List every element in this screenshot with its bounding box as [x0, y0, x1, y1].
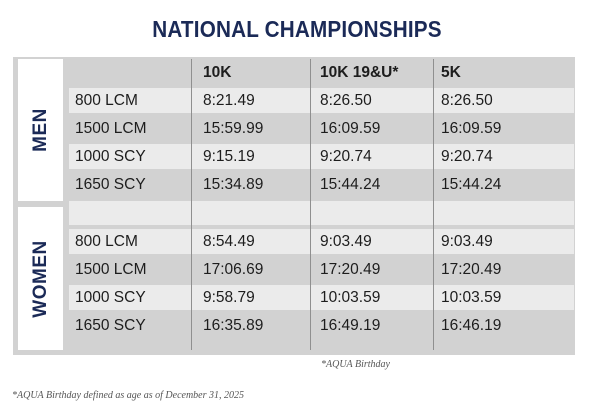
column-header-10k-19u: 10K 19&U*: [320, 63, 399, 81]
spacer-row: [69, 201, 574, 225]
time-cell: 16:35.89: [203, 316, 264, 334]
time-cell: 9:58.79: [203, 288, 255, 306]
time-cell: 17:06.69: [203, 260, 264, 278]
time-cell: 16:49.19: [320, 316, 381, 334]
time-cell: 9:20.74: [441, 147, 493, 165]
time-cell: 17:20.49: [441, 260, 502, 278]
time-cell: 8:26.50: [441, 91, 493, 109]
time-cell: 10:03.59: [441, 288, 502, 306]
time-cell: 16:09.59: [441, 119, 502, 137]
men-section-label: MEN: [18, 59, 63, 201]
table-row: 800 LCM 8:54.49 9:03.49 9:03.49: [69, 229, 574, 254]
table-row: 1650 SCY 15:34.89 15:44.24 15:44.24: [69, 172, 574, 197]
footnote-marker: *AQUA Birthday: [321, 359, 390, 370]
time-cell: 8:54.49: [203, 232, 255, 250]
table-row: 1650 SCY 16:35.89 16:49.19 16:46.19: [69, 313, 574, 338]
women-label: WOMEN: [29, 239, 51, 318]
women-section-label: WOMEN: [18, 207, 63, 350]
time-cell: 9:03.49: [441, 232, 493, 250]
time-cell: 16:46.19: [441, 316, 502, 334]
event-cell: 1500 LCM: [75, 260, 147, 278]
event-cell: 1000 SCY: [75, 288, 146, 306]
footnote: *AQUA Birthday defined as age as of Dece…: [12, 390, 244, 401]
event-cell: 800 LCM: [75, 91, 138, 109]
table-row: 1500 LCM 15:59.99 16:09.59 16:09.59: [69, 116, 574, 141]
time-cell: 8:26.50: [320, 91, 372, 109]
time-cell: 15:34.89: [203, 175, 264, 193]
event-cell: 1500 LCM: [75, 119, 147, 137]
table-row: 1000 SCY 9:15.19 9:20.74 9:20.74: [69, 144, 574, 169]
men-label: MEN: [29, 108, 51, 152]
column-divider: [433, 59, 434, 350]
time-cell: 17:20.49: [320, 260, 381, 278]
time-cell: 10:03.59: [320, 288, 381, 306]
time-cell: 15:44.24: [441, 175, 502, 193]
column-divider: [310, 59, 311, 350]
column-divider: [191, 59, 192, 350]
column-header-5k: 5K: [441, 63, 461, 81]
table-row: 800 LCM 8:21.49 8:26.50 8:26.50: [69, 88, 574, 113]
table-row: 1500 LCM 17:06.69 17:20.49 17:20.49: [69, 257, 574, 282]
page-title: NATIONAL CHAMPIONSHIPS: [152, 16, 442, 42]
event-cell: 1650 SCY: [75, 175, 146, 193]
time-cell: 9:03.49: [320, 232, 372, 250]
time-cell: 8:21.49: [203, 91, 255, 109]
column-header-10k: 10K: [203, 63, 232, 81]
time-cell: 16:09.59: [320, 119, 381, 137]
event-cell: 1650 SCY: [75, 316, 146, 334]
table-row: 1000 SCY 9:58.79 10:03.59 10:03.59: [69, 285, 574, 310]
time-cell: 9:15.19: [203, 147, 255, 165]
time-cell: 9:20.74: [320, 147, 372, 165]
time-cell: 15:44.24: [320, 175, 381, 193]
event-cell: 800 LCM: [75, 232, 138, 250]
event-cell: 1000 SCY: [75, 147, 146, 165]
time-cell: 15:59.99: [203, 119, 264, 137]
table-header-row: 10K 10K 19&U* 5K: [69, 59, 574, 86]
